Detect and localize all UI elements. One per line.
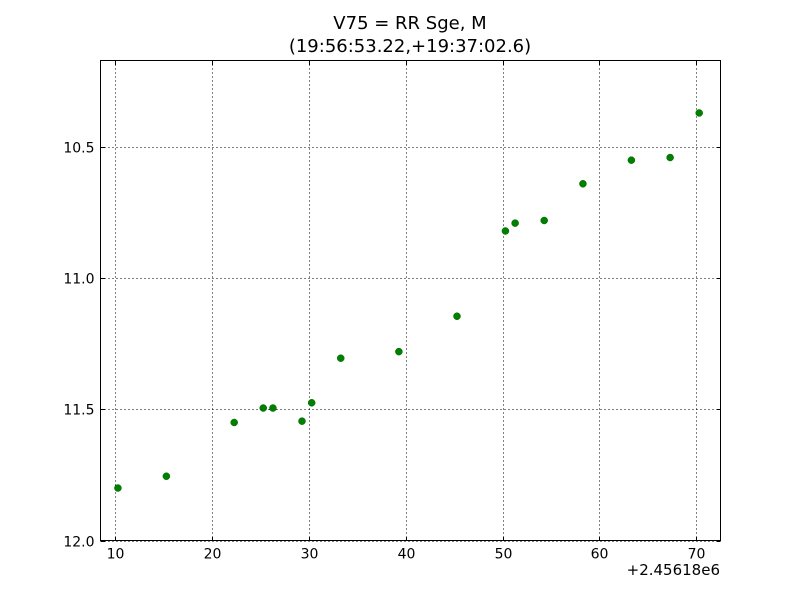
- data-point: [230, 418, 238, 427]
- data-point: [695, 109, 703, 117]
- x-tick-label: 10: [107, 547, 125, 563]
- chart-subtitle: (19:56:53.22,+19:37:02.6): [289, 36, 531, 57]
- data-point: [453, 312, 461, 320]
- x-tick-label: 70: [688, 547, 706, 563]
- x-tick-label: 40: [398, 547, 416, 563]
- data-point: [269, 404, 277, 412]
- data-point: [540, 216, 548, 225]
- y-tick-label: 10.5: [63, 141, 94, 157]
- data-point: [511, 219, 519, 227]
- x-tick-label: 20: [204, 547, 222, 563]
- x-offset-label: +2.45618e6: [627, 561, 720, 579]
- tick-labels: 10 20 30 40 50 60 70 10.5 11.0 11.5 12.0: [63, 141, 705, 563]
- y-tick-label: 12.0: [63, 535, 94, 551]
- x-tick-label: 50: [495, 547, 513, 563]
- x-tick-label: 60: [591, 547, 609, 563]
- data-point: [298, 417, 306, 425]
- y-tick-label: 11.0: [63, 272, 94, 288]
- data-point: [579, 180, 587, 188]
- data-point: [162, 472, 171, 480]
- data-point: [627, 156, 636, 164]
- plot-frame: [100, 60, 721, 541]
- y-tick-label: 11.5: [63, 403, 94, 419]
- axis-ticks: [100, 60, 721, 542]
- x-tick-label: 30: [301, 547, 319, 563]
- chart-title: V75 = RR Sge, M: [333, 13, 486, 34]
- data-point: [307, 399, 316, 407]
- data-point: [114, 484, 122, 492]
- grid-lines: [100, 60, 721, 542]
- data-point: [501, 227, 510, 235]
- data-points: [114, 109, 703, 492]
- data-point: [666, 153, 674, 162]
- data-point: [337, 354, 345, 362]
- data-point: [259, 404, 267, 412]
- data-point: [395, 347, 403, 356]
